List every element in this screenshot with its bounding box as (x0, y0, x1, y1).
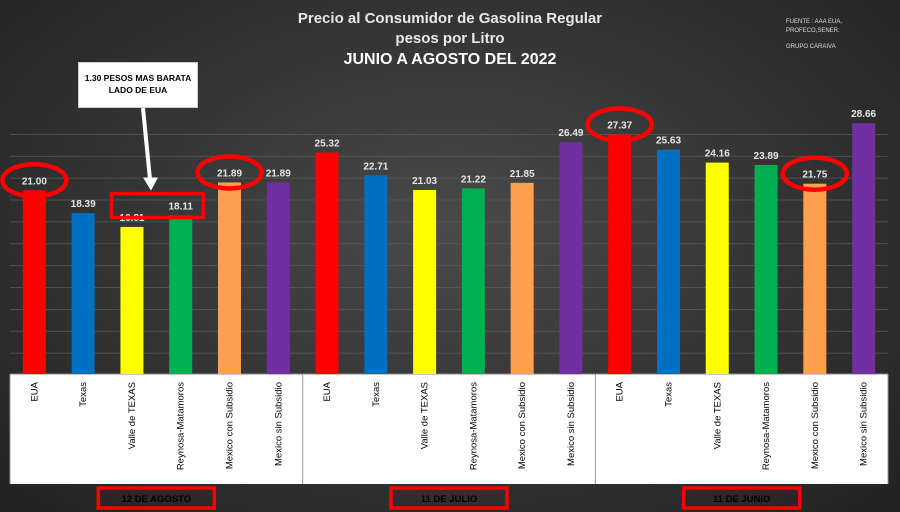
data-label: 21.00 (22, 176, 47, 187)
highlight-circle (780, 155, 850, 192)
category-label: Valle de TEXAS (420, 382, 431, 449)
bar (461, 188, 485, 374)
data-label: 21.22 (461, 174, 486, 185)
category-label: Valle de TEXAS (712, 382, 723, 449)
data-label: 22.71 (363, 161, 388, 172)
data-label: 27.37 (607, 121, 632, 132)
group-label-box (96, 486, 217, 510)
chart-title: Precio al Consumidor de Gasolina Regular (297, 10, 603, 27)
category-label: Mexico sin Subsidio (859, 382, 870, 466)
chart-subtitle: pesos por Litro (395, 30, 505, 47)
data-label: 18.11 (168, 202, 193, 213)
category-label: Reynosa-Matamoros (761, 382, 772, 470)
category-label: Texas (371, 382, 382, 407)
bar (559, 142, 583, 374)
bar (71, 213, 95, 374)
data-label: 18.39 (71, 199, 96, 210)
bar (803, 183, 827, 374)
category-label: Reynosa-Matamoros (176, 382, 187, 470)
bar (754, 164, 778, 374)
data-label: 26.49 (558, 128, 583, 139)
category-area (10, 374, 888, 484)
bar (657, 149, 680, 374)
data-label: 24.16 (705, 149, 730, 160)
chart-period: JUNIO A AGOSTO DEL 2022 (343, 51, 557, 68)
category-label: Mexico con Subsidio (517, 382, 528, 469)
bar (266, 182, 290, 374)
data-label: 25.63 (656, 136, 681, 147)
group-label-box (389, 486, 509, 510)
bar (510, 182, 534, 374)
data-label: 25.32 (315, 138, 340, 149)
category-label: Valle de TEXAS (127, 382, 138, 449)
category-label: Texas (78, 382, 89, 407)
highlight-circle (585, 106, 654, 143)
group-label-box (681, 486, 802, 510)
data-label: 21.89 (217, 168, 242, 179)
callout-arrow-head (143, 177, 158, 191)
bar (413, 189, 437, 374)
callout-arrow (141, 107, 152, 180)
data-label: 23.89 (754, 151, 779, 162)
category-label: Mexico con Subsidio (810, 382, 821, 469)
category-label: EUA (29, 381, 40, 401)
bar (608, 134, 632, 374)
bar (120, 226, 144, 374)
highlight-box (109, 191, 205, 220)
group-label: 11 DE JUNIO (713, 494, 771, 505)
highlight-circle (195, 154, 264, 191)
bar (218, 182, 241, 374)
source-line-2: PROFECO,SENER. (786, 28, 840, 34)
bar (705, 162, 729, 374)
category-label: Mexico con Subsidio (225, 382, 236, 469)
category-label: Mexico sin Subsidio (273, 382, 284, 466)
data-label: 28.66 (851, 109, 876, 120)
callout-line-1: 1.30 PESOS MAS BARATA (84, 73, 192, 83)
group-name: GRUPO CARAIVA (786, 44, 836, 50)
category-label: Reynosa-Matamoros (468, 382, 479, 470)
bar (22, 190, 46, 374)
group-label: 11 DE JULIO (421, 494, 478, 505)
bar (315, 152, 339, 374)
category-label: Mexico sin Subsidio (566, 382, 577, 466)
bar (852, 123, 876, 374)
group-label: 12 DE AGOSTO (121, 494, 191, 505)
callout-line-2: LADO DE EUA (108, 85, 168, 95)
bar (364, 175, 388, 374)
data-label: 21.75 (802, 170, 827, 181)
category-label: EUA (322, 381, 333, 401)
bar (169, 215, 193, 374)
category-label: Texas (664, 382, 675, 407)
source-line-1: FUENTE : AAA EUA, (786, 19, 843, 25)
category-label: EUA (615, 381, 626, 401)
source-note: FUENTE : AAA EUA, PROFECO,SENER. GRUPO C… (786, 18, 842, 52)
data-label: 21.89 (266, 168, 291, 179)
data-label: 21.85 (510, 169, 535, 180)
data-label: 21.03 (412, 176, 437, 187)
callout-box: 1.30 PESOS MAS BARATA LADO DE EUA (78, 62, 198, 108)
highlight-circle (0, 162, 69, 199)
